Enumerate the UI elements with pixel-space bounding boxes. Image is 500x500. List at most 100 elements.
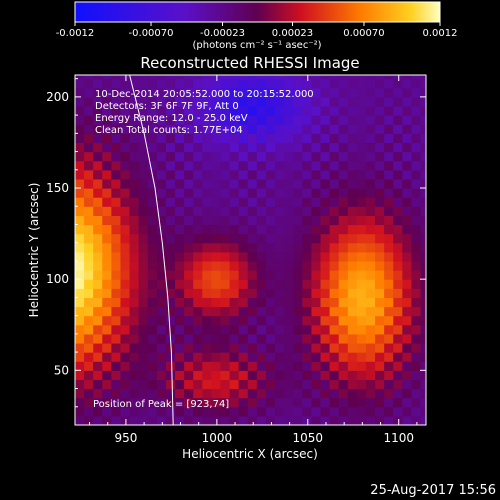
heatmap-cell <box>275 288 285 298</box>
heatmap-cell <box>220 251 231 262</box>
heatmap-cell <box>229 233 240 244</box>
heatmap-cell <box>220 315 231 326</box>
heatmap-cell <box>202 188 212 198</box>
heatmap-cell <box>247 105 258 116</box>
heatmap-cell <box>356 197 367 207</box>
heatmap-cell <box>202 151 212 162</box>
heatmap-cell <box>120 352 131 362</box>
heatmap-cell <box>302 352 313 362</box>
heatmap-cell <box>356 297 367 308</box>
heatmap-cell <box>420 124 426 134</box>
heatmap-cell <box>356 160 367 171</box>
heatmap-cell <box>156 288 167 298</box>
heatmap-cell <box>193 370 203 381</box>
heatmap-cell <box>256 397 267 408</box>
heatmap-cell <box>138 415 149 425</box>
heatmap-cell <box>338 96 349 107</box>
heatmap-cell <box>75 169 85 180</box>
heatmap-cell <box>175 169 185 180</box>
heatmap-cell <box>275 169 285 180</box>
heatmap-cell <box>311 297 322 308</box>
heatmap-cell <box>302 306 313 317</box>
heatmap-cell <box>202 178 212 189</box>
heatmap-cell <box>220 188 231 198</box>
heatmap-cell <box>238 333 249 344</box>
heatmap-cell <box>402 397 413 408</box>
heatmap-cell <box>329 397 340 408</box>
heatmap-cell <box>147 288 158 298</box>
heatmap-cell <box>75 233 85 244</box>
heatmap-cell <box>220 87 231 98</box>
heatmap-cell <box>102 242 112 253</box>
heatmap-cell <box>129 160 140 171</box>
heatmap-cell <box>120 324 131 335</box>
heatmap-cell <box>111 270 122 280</box>
heatmap-cell <box>184 388 194 399</box>
heatmap-cell <box>284 379 294 390</box>
heatmap-cell <box>111 288 122 298</box>
heatmap-cell <box>302 242 313 253</box>
heatmap-cell <box>193 342 203 353</box>
heatmap-cell <box>175 242 185 253</box>
heatmap-cell <box>156 406 167 417</box>
heatmap-cell <box>247 151 258 162</box>
heatmap-cell <box>202 87 212 98</box>
heatmap-cell <box>384 270 394 280</box>
heatmap-cell <box>365 188 376 198</box>
heatmap-cell <box>411 415 422 425</box>
heatmap-cell <box>111 87 122 98</box>
heatmap-cell <box>220 324 231 335</box>
heatmap-cell <box>420 352 426 362</box>
heatmap-cell <box>111 124 122 134</box>
heatmap-cell <box>329 178 340 189</box>
heatmap-cell <box>165 206 176 216</box>
heatmap-cell <box>156 215 167 226</box>
heatmap-cell <box>356 260 367 271</box>
heatmap-cell <box>384 197 394 207</box>
heatmap-cell <box>347 233 358 244</box>
heatmap-cell <box>347 188 358 198</box>
heatmap-cell <box>238 260 249 271</box>
heatmap-cell <box>375 197 385 207</box>
heatmap-cell <box>220 370 231 381</box>
heatmap-cell <box>311 215 322 226</box>
heatmap-cell <box>193 279 203 289</box>
heatmap-cell <box>138 397 149 408</box>
heatmap-cell <box>129 242 140 253</box>
heatmap-cell <box>93 160 103 171</box>
heatmap-cell <box>202 206 212 216</box>
heatmap-cell <box>420 388 426 399</box>
heatmap-cell <box>356 270 367 280</box>
heatmap-cell <box>375 96 385 107</box>
heatmap-cell <box>275 105 285 116</box>
heatmap-cell <box>184 75 194 80</box>
heatmap-cell <box>102 333 112 344</box>
heatmap-cell <box>120 270 131 280</box>
heatmap-cell <box>102 87 112 98</box>
heatmap-cell <box>202 415 212 425</box>
heatmap-cell <box>147 133 158 144</box>
heatmap-cell <box>120 160 131 171</box>
heatmap-cell <box>147 96 158 107</box>
heatmap-cell <box>84 270 94 280</box>
heatmap-cell <box>175 151 185 162</box>
heatmap-cell <box>320 178 331 189</box>
heatmap-cell <box>75 406 85 417</box>
heatmap-cell <box>338 342 349 353</box>
heatmap-cell <box>375 87 385 98</box>
heatmap-cell <box>175 379 185 390</box>
heatmap-cell <box>184 115 194 125</box>
heatmap-cell <box>193 142 203 153</box>
heatmap-cell <box>220 224 231 235</box>
heatmap-cell <box>184 297 194 308</box>
heatmap-cell <box>365 124 376 134</box>
heatmap-cell <box>402 151 413 162</box>
heatmap-cell <box>111 251 122 262</box>
heatmap-cell <box>165 215 176 226</box>
heatmap-cell <box>393 379 403 390</box>
heatmap-cell <box>302 178 313 189</box>
heatmap-cell <box>147 105 158 116</box>
heatmap-cell <box>265 151 276 162</box>
heatmap-cell <box>356 188 367 198</box>
heatmap-cell <box>338 361 349 371</box>
